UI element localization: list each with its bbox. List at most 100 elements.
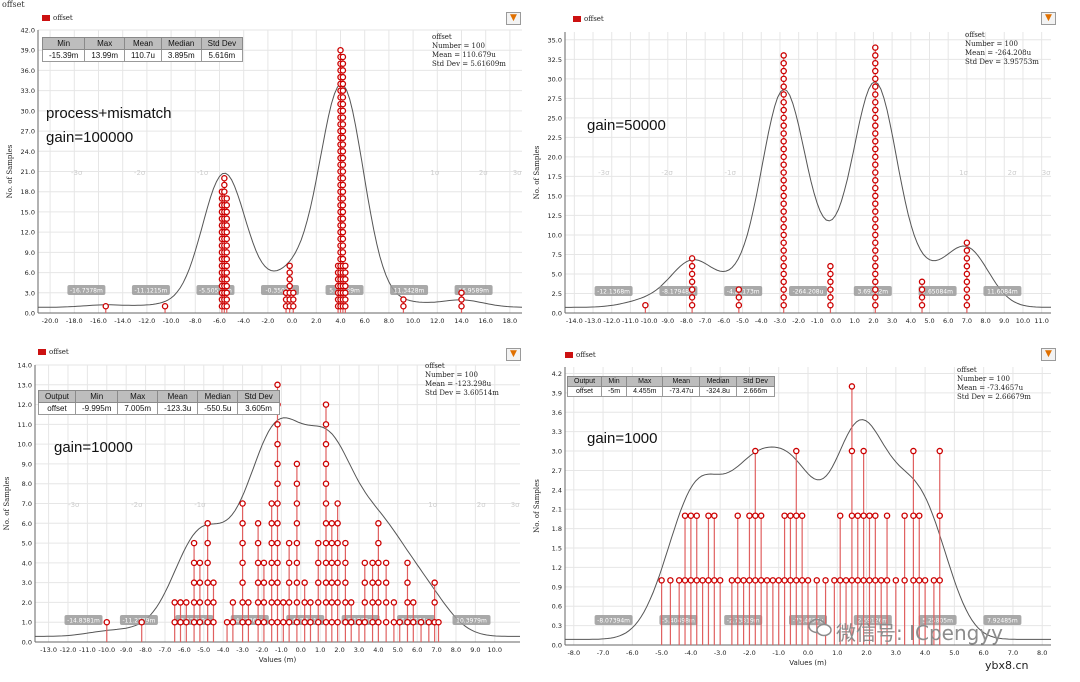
stem-marker <box>322 599 330 606</box>
stem-marker <box>285 618 293 626</box>
histogram-stem <box>860 447 867 645</box>
stem-marker <box>328 539 336 547</box>
stats-header: Output <box>37 390 77 403</box>
stem-marker <box>872 216 879 223</box>
stem-marker <box>339 100 347 108</box>
stem-marker <box>757 577 765 584</box>
x-tick-label: 18.0 <box>503 317 517 325</box>
stats-value: -123.3u <box>157 402 199 415</box>
histogram-stem <box>190 539 198 642</box>
histogram-stem <box>705 512 712 645</box>
x-tick-label: -5.0 <box>197 646 210 654</box>
stem-marker <box>339 141 347 148</box>
stem-marker <box>161 303 169 310</box>
stem-marker <box>361 618 369 626</box>
stem-marker <box>342 539 349 547</box>
sigma-marker-label: -12.1368m <box>597 289 630 296</box>
histogram-stem <box>223 618 231 642</box>
histogram-stem <box>245 599 252 642</box>
stem-marker <box>936 512 943 519</box>
sigma-marker-label: 11.6084m <box>987 289 1018 296</box>
stem-marker <box>204 559 211 567</box>
filter-icon[interactable]: ▼ <box>506 348 521 361</box>
sigma-marker-label: 16.9589m <box>458 288 489 295</box>
stem-marker <box>268 539 275 547</box>
stats-info: offset Number = 100 Mean = -73.4657u Std… <box>957 366 1031 402</box>
stem-marker <box>307 599 314 606</box>
stats-value: -5m <box>601 386 628 397</box>
histogram-stem <box>667 577 674 645</box>
x-tick-label: -14.0 <box>566 317 583 325</box>
x-tick-label: 4.0 <box>335 317 345 325</box>
chart-plot-area: -8.0 -7.0 -6.0 -5.0 -4.0 -3.0 -2.0 -1.0 0.0 1.0 2.… <box>533 367 1051 667</box>
histogram-stem <box>921 577 929 645</box>
stem-marker <box>293 559 301 567</box>
histogram-stem <box>854 512 862 645</box>
histogram-stem <box>848 383 856 645</box>
x-tick-label: -3.0 <box>714 649 727 657</box>
histogram-stem <box>780 52 787 313</box>
y-tick-label: 3.3 <box>552 428 562 436</box>
stem-marker <box>196 599 204 606</box>
stats-value: offset <box>37 402 77 415</box>
stem-marker <box>827 286 834 293</box>
x-tick-label: -5.0 <box>736 317 749 325</box>
stem-marker <box>274 440 281 448</box>
histogram-stem <box>361 559 369 642</box>
filter-icon[interactable]: ▼ <box>1041 12 1056 25</box>
stem-marker <box>285 599 293 606</box>
x-tick-label: 14.0 <box>454 317 468 325</box>
filter-icon[interactable]: ▼ <box>1041 348 1056 361</box>
sigma-label: -3σ <box>71 169 83 177</box>
x-tick-label: -6.0 <box>626 649 639 657</box>
sigma-marker: -264.208u <box>789 286 827 296</box>
stem-marker <box>688 262 696 270</box>
stem-marker <box>431 599 438 606</box>
stats-value: 110.7u <box>124 49 162 62</box>
histogram-panel-1: offset offset ▼ -20.0 -18.0 -16.0 -14.0 -12.… <box>0 0 530 330</box>
x-tick-label: -7.0 <box>159 646 172 654</box>
sigma-label: -2σ <box>131 501 143 509</box>
stem-marker <box>355 618 363 626</box>
info-line: Number = 100 <box>425 371 478 379</box>
stem-marker <box>177 599 184 606</box>
stem-marker <box>780 83 787 90</box>
stem-marker <box>780 255 787 262</box>
y-tick-label: 2.5 <box>552 290 562 298</box>
histogram-stem <box>355 618 363 642</box>
stem-marker <box>190 579 198 586</box>
histogram-stem <box>813 577 821 645</box>
stem-marker <box>404 579 411 586</box>
stem-marker <box>688 286 696 293</box>
stem-marker <box>339 114 347 121</box>
filter-icon[interactable]: ▼ <box>506 12 521 25</box>
sigma-marker-label: 2.59126m <box>857 618 888 625</box>
histogram-stem <box>763 577 771 645</box>
x-tick-label: -2.0 <box>256 646 269 654</box>
stem-marker <box>274 539 281 547</box>
stem-marker <box>274 618 281 626</box>
stem-marker <box>780 301 787 309</box>
histogram-stem <box>290 289 297 313</box>
stem-marker <box>963 278 971 286</box>
stem-marker <box>204 579 211 586</box>
x-tick-label: -2.0 <box>262 317 275 325</box>
histogram-stem <box>435 618 442 642</box>
stem-marker <box>339 148 347 155</box>
stem-marker <box>780 208 787 215</box>
histogram-stem <box>892 577 900 645</box>
sigma-label: 3σ <box>511 501 520 509</box>
stem-marker <box>322 579 330 586</box>
stem-marker <box>787 512 794 519</box>
histogram-stem <box>196 559 204 642</box>
stem-marker <box>780 223 787 231</box>
stem-marker <box>918 278 926 286</box>
x-tick-label: 8.0 <box>1037 649 1047 657</box>
stats-header-row: Output Min Max Mean Median Std Dev <box>566 376 775 387</box>
stem-marker <box>334 559 341 567</box>
x-tick-label: 11.0 <box>1034 317 1048 325</box>
x-axis-label: Values (m) <box>259 656 297 664</box>
y-tick-label: 39.0 <box>21 47 35 55</box>
stem-marker <box>780 231 787 239</box>
histogram-stem <box>872 44 879 313</box>
